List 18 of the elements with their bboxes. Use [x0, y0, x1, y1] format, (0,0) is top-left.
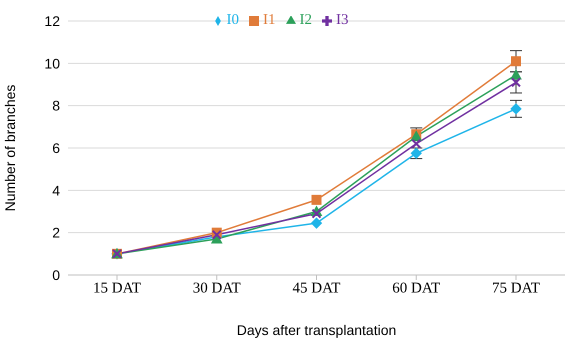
legend-label: I1 [263, 12, 276, 28]
legend-label: I0 [226, 12, 239, 28]
y-tick-label: 2 [52, 224, 60, 241]
y-tick-label: 0 [52, 266, 60, 283]
y-axis-title: Number of branches [2, 84, 18, 212]
x-tick-label: 30 DAT [192, 280, 241, 297]
x-tick-label: 60 DAT [392, 280, 440, 297]
x-axis-title: Days after transplantation [236, 322, 396, 338]
y-tick-label: 8 [52, 98, 60, 114]
x-tick-label: 15 DAT [93, 280, 141, 297]
legend-label: I2 [300, 12, 312, 28]
legend-label: I3 [336, 12, 348, 28]
y-tick-label: 12 [44, 12, 60, 29]
y-tick-label: 10 [44, 55, 60, 72]
x-tick-label: 45 DAT [292, 280, 340, 297]
y-tick-label: 4 [52, 182, 60, 198]
y-tick-label: 6 [52, 140, 60, 156]
x-tick-label: 75 DAT [492, 280, 540, 297]
